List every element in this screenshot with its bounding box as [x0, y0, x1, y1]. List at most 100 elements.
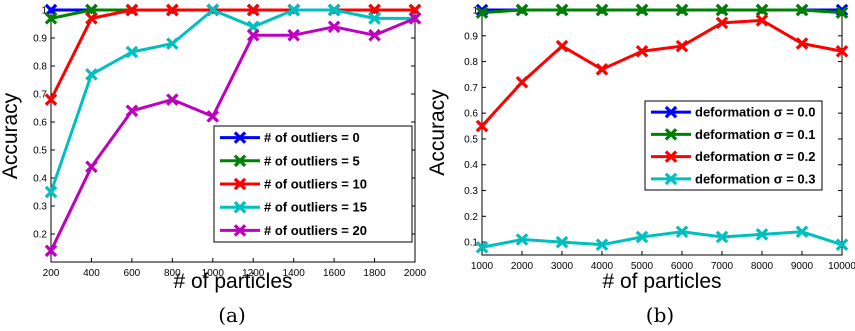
x-tick-label: 6000 — [671, 261, 694, 272]
x-tick-label: 2000 — [404, 268, 427, 279]
y-tick-label: 0.3 — [33, 202, 47, 213]
data-point — [555, 3, 569, 17]
data-point — [408, 12, 422, 25]
chart-caption: (a) — [218, 303, 246, 327]
y-tick-label: 0.7 — [464, 83, 478, 94]
legend-label: # of outliers = 20 — [264, 223, 367, 238]
data-point — [555, 39, 569, 53]
legend-marker — [233, 177, 247, 191]
data-point — [85, 12, 98, 25]
y-tick-label: 0.9 — [464, 31, 478, 42]
data-point — [635, 3, 649, 17]
series-line-3 — [49, 8, 415, 193]
legend-marker — [664, 172, 678, 186]
y-tick-label: 0.1 — [464, 238, 478, 249]
y-tick-label: 0.5 — [464, 134, 478, 145]
x-tick-label: 5000 — [631, 261, 654, 272]
x-tick-label: 2000 — [511, 261, 534, 272]
legend-label: # of outliers = 0 — [264, 130, 360, 145]
y-tick-label: 0.2 — [33, 230, 47, 241]
data-point — [85, 160, 98, 174]
data-point — [85, 3, 98, 17]
y-tick-label: 0.2 — [464, 212, 478, 223]
data-point — [44, 244, 58, 258]
y-tick-label: 0.6 — [33, 118, 47, 129]
data-point — [246, 20, 260, 34]
data-point — [835, 238, 849, 251]
data-point — [795, 225, 809, 239]
x-tick-label: 3000 — [551, 261, 574, 272]
data-point — [835, 45, 849, 58]
y-axis-label: Accuracy — [426, 89, 449, 176]
x-tick-label: 9000 — [791, 261, 814, 272]
y-tick-label: 0.9 — [33, 34, 47, 45]
series-line-2 — [480, 18, 843, 128]
data-point — [675, 225, 689, 239]
y-tick-label: 0.3 — [464, 186, 478, 197]
legend-label: # of outliers = 5 — [264, 153, 360, 168]
y-tick-label: 0.8 — [33, 62, 47, 73]
legend-marker — [233, 131, 247, 144]
data-point — [166, 37, 179, 50]
series-line-1 — [481, 8, 843, 15]
legend-marker — [233, 224, 247, 237]
legend-label: deformation σ = 0.1 — [695, 127, 816, 142]
data-point — [327, 20, 341, 34]
data-point — [715, 16, 729, 30]
x-tick-label: 4000 — [591, 261, 614, 272]
x-tick-label: 1000 — [471, 261, 494, 272]
x-tick-label: 1800 — [363, 268, 386, 279]
data-point — [515, 3, 529, 17]
data-point — [44, 12, 58, 25]
x-tick-label: 7000 — [711, 261, 734, 272]
x-tick-label: 10000 — [828, 261, 855, 272]
data-point — [635, 45, 649, 58]
data-point — [44, 185, 58, 199]
data-point — [85, 68, 98, 81]
data-point — [515, 233, 529, 246]
data-point — [368, 3, 381, 17]
data-point — [795, 3, 809, 17]
y-tick-label: 0.5 — [33, 146, 47, 157]
x-tick-label: 1200 — [242, 268, 265, 279]
data-point — [368, 12, 381, 25]
legend-marker — [233, 200, 247, 214]
y-tick-label: 0.4 — [33, 174, 47, 185]
x-tick-label: 1400 — [283, 268, 306, 279]
y-tick-label: 0.4 — [464, 160, 478, 171]
x-tick-label: 600 — [124, 268, 141, 279]
series-line-2 — [49, 8, 415, 101]
chart-a: 200 400 600 800 1000 1200 1400 1600 1800 2000 0.2 0… — [0, 3, 427, 327]
chart-caption: (b) — [646, 303, 674, 327]
data-point — [206, 3, 220, 17]
y-tick-label: 0.8 — [464, 57, 478, 68]
legend-label: deformation σ = 0.2 — [695, 149, 816, 164]
data-point — [44, 93, 58, 106]
series-line-4 — [49, 17, 416, 252]
legend: # of outliers = 0 # of outliers = 5 # of o… — [213, 125, 413, 243]
data-point — [287, 28, 300, 42]
data-point — [475, 241, 489, 254]
legend-label: # of outliers = 15 — [264, 200, 367, 215]
y-tick-label: 1 — [41, 6, 47, 17]
data-point — [166, 93, 179, 106]
x-axis-label: # of particles — [602, 270, 721, 293]
data-point — [125, 45, 139, 59]
x-tick-label: 400 — [83, 268, 100, 279]
y-tick-label: 1 — [472, 6, 478, 17]
data-point — [755, 14, 769, 27]
data-point — [475, 6, 489, 19]
data-point — [408, 3, 422, 17]
legend-marker — [664, 150, 678, 163]
data-point — [595, 63, 609, 76]
data-point — [595, 3, 609, 17]
data-point — [246, 3, 260, 17]
data-point — [795, 37, 809, 50]
series-line-3 — [481, 230, 843, 249]
legend-marker — [233, 154, 247, 168]
data-point — [125, 3, 139, 17]
x-tick-label: 800 — [164, 268, 181, 279]
y-axis-label: Accuracy — [0, 92, 22, 179]
y-tick-label: 0.6 — [464, 109, 478, 120]
data-point — [206, 110, 220, 123]
